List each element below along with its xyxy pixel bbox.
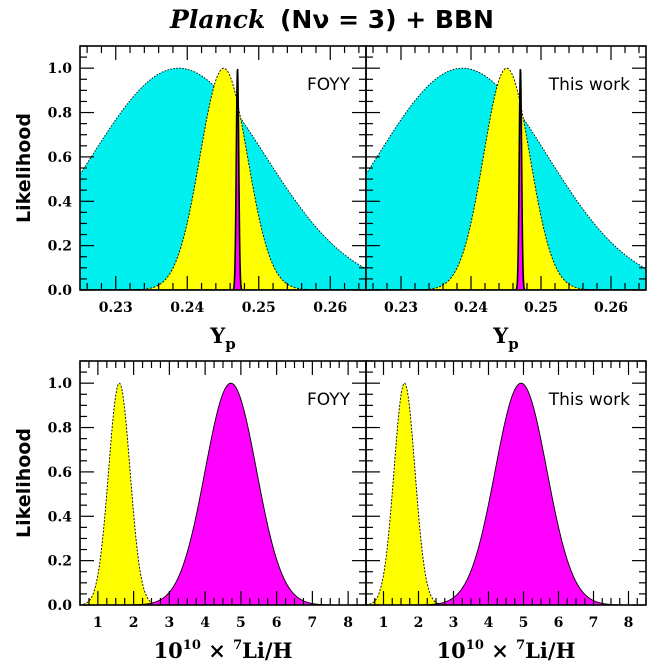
x-tick-label: 5 — [519, 615, 529, 631]
title-suffix: (Nν = 3) + BBN — [280, 5, 494, 34]
panel-annotation: FOYY — [307, 390, 351, 410]
x-tick-label: 2 — [414, 615, 424, 631]
x-tick-label: 6 — [272, 615, 282, 631]
x-tick-label: 0.23 — [384, 300, 418, 316]
y-tick-label: 0.0 — [48, 283, 73, 299]
panel-annotation: This work — [548, 75, 630, 95]
series-cyan-curve — [80, 67, 366, 270]
title-prefix: Planck — [169, 5, 265, 34]
y-tick-label: 1.0 — [48, 376, 73, 392]
x-tick-label: 3 — [165, 615, 175, 631]
x-tick-label: 5 — [236, 615, 246, 631]
x-axis-label-sub: p — [225, 335, 236, 353]
plot-area — [366, 67, 646, 290]
x-axis-label-main: Y — [209, 323, 226, 348]
x-axis-label-times: × — [201, 638, 233, 663]
y-tick-label: 0.4 — [48, 194, 73, 210]
x-axis-label: 1010 × 7Li/H — [154, 638, 293, 663]
panel-yp-thiswork: 0.23 0.24 0.25 0.26 This work Yp — [365, 45, 647, 353]
x-tick-label: 0.26 — [594, 300, 628, 316]
x-axis-label: Yp — [209, 323, 236, 353]
plot-area — [80, 67, 366, 290]
x-axis-label-main: Li/H — [242, 638, 292, 663]
x-axis-label: Yp — [492, 323, 519, 353]
x-tick-label: 0.25 — [242, 300, 276, 316]
y-tick-label: 0.8 — [48, 106, 72, 122]
x-tick-label: 0.23 — [99, 300, 133, 316]
x-axis-label-iso-sup: 7 — [233, 638, 242, 653]
y-tick-label: 0.2 — [48, 239, 72, 255]
x-tick-label: 4 — [200, 615, 210, 631]
y-tick-label: 1.0 — [48, 61, 73, 77]
x-axis-label-main: Y — [492, 323, 509, 348]
x-axis-label-prefix-sup: 10 — [183, 638, 201, 653]
panel-annotation: This work — [548, 390, 630, 410]
series-magenta-fill — [80, 383, 366, 605]
y-axis-label: Likelihood — [13, 428, 35, 538]
y-tick-label: 0.0 — [48, 598, 73, 614]
x-axis-label-times: × — [484, 638, 516, 663]
x-tick-label: 3 — [449, 615, 459, 631]
x-axis-label-iso-sup: 7 — [516, 638, 525, 653]
x-axis-label: 1010 × 7Li/H — [437, 638, 576, 663]
x-tick-label: 7 — [589, 615, 599, 631]
series-yellow-fill — [80, 68, 366, 290]
x-tick-label: 0.24 — [454, 300, 488, 316]
x-tick-label: 2 — [129, 615, 139, 631]
x-tick-label: 8 — [343, 615, 353, 631]
x-tick-label: 4 — [484, 615, 494, 631]
x-tick-label: 0.25 — [524, 300, 558, 316]
series-cyan-curve — [366, 67, 646, 270]
series-yellow-fill — [366, 68, 646, 290]
x-tick-label: 0.26 — [313, 300, 347, 316]
series-yellow-fill — [80, 383, 366, 605]
x-axis-label-prefix: 10 — [154, 638, 183, 663]
plot-area — [80, 382, 366, 605]
x-axis-label-prefix-sup: 10 — [466, 638, 484, 653]
chart-panels: 0.00.20.40.60.81.00.23 0.24 0.25 0.26FOYYYp… — [13, 45, 647, 663]
y-tick-label: 0.8 — [48, 421, 72, 437]
figure-title: Planck (Nν = 3) + BBN — [169, 5, 494, 34]
panel-annotation: FOYY — [307, 75, 351, 95]
x-tick-label: 6 — [554, 615, 564, 631]
x-tick-label: 0.24 — [170, 300, 204, 316]
x-tick-label: 7 — [308, 615, 318, 631]
x-tick-label: 1 — [379, 615, 389, 631]
series-magenta-fill — [366, 383, 646, 605]
x-axis-label-sub: p — [508, 335, 519, 353]
y-tick-label: 0.6 — [48, 150, 72, 166]
x-axis-label-main: Li/H — [525, 638, 575, 663]
plot-area — [366, 382, 646, 605]
x-tick-label: 8 — [624, 615, 634, 631]
series-yellow-fill — [366, 383, 646, 605]
y-tick-label: 0.4 — [48, 509, 73, 525]
panel-yp-foyy: 0.0 0.2 0.4 0.6 0.8 1.0 0.23 0.24 0.25 0.26 FOYY Yp… — [13, 45, 367, 353]
y-tick-label: 0.2 — [48, 554, 72, 570]
x-tick-label: 1 — [93, 615, 103, 631]
y-axis-label: Likelihood — [13, 113, 35, 223]
y-tick-label: 0.6 — [48, 465, 72, 481]
x-axis-label-prefix: 10 — [437, 638, 466, 663]
